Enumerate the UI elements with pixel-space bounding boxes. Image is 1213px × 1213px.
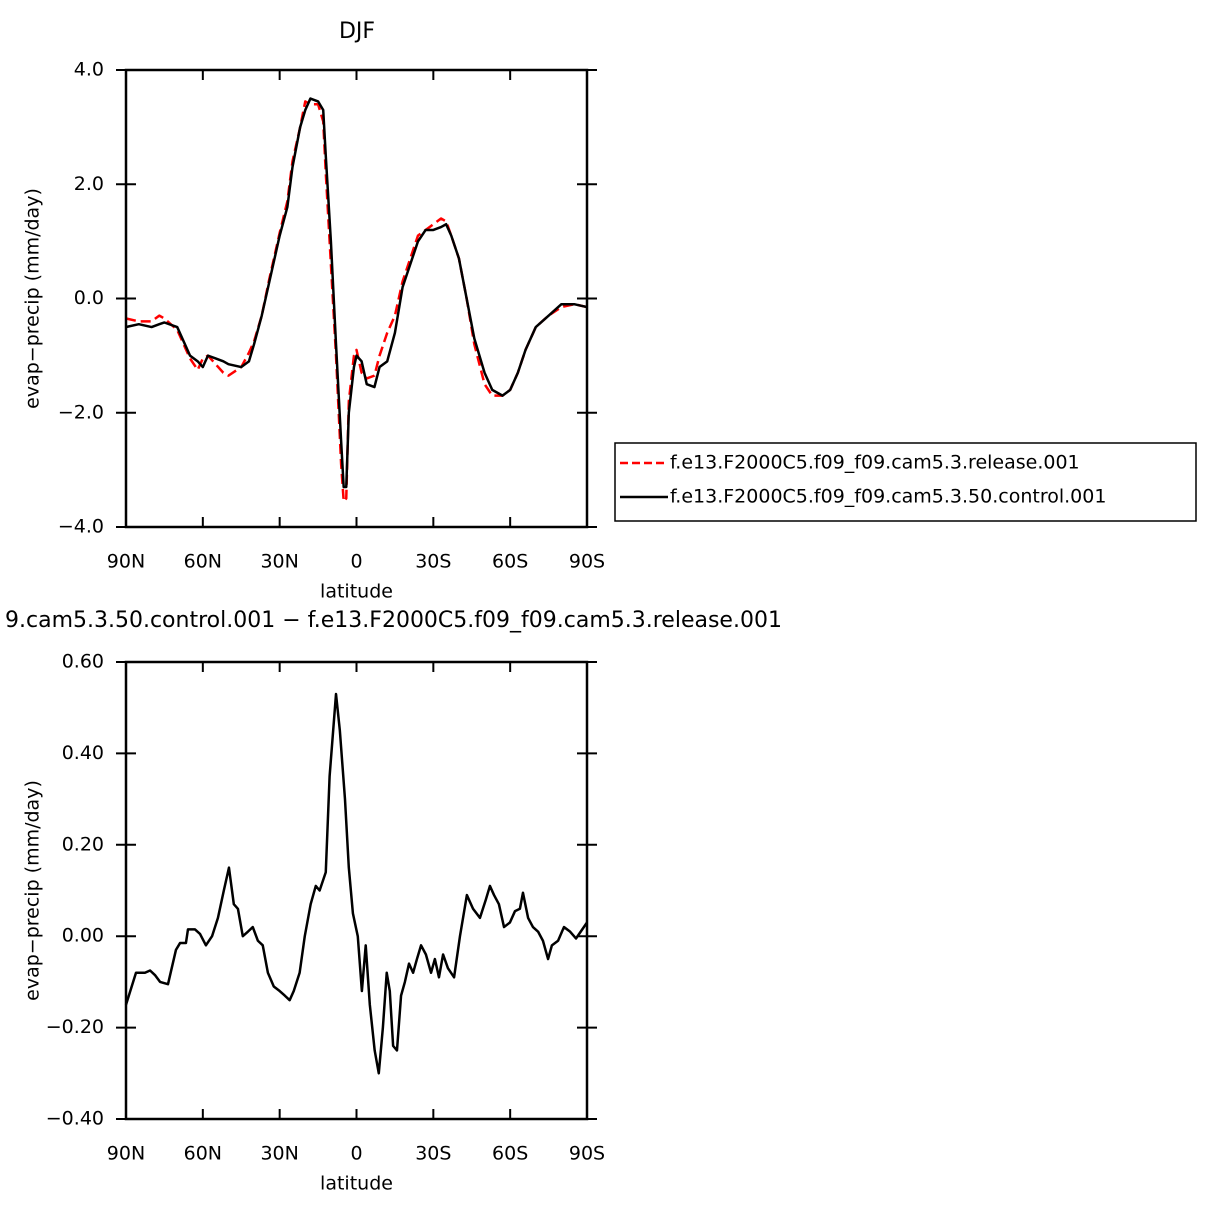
y-tick-label: 0.0 xyxy=(74,287,104,309)
x-tick-label: 30S xyxy=(415,551,451,573)
x-tick-label: 90S xyxy=(569,551,605,573)
plot-frame xyxy=(124,68,589,529)
x-tick-label: 30S xyxy=(415,1143,451,1165)
y-tick-label: 0.00 xyxy=(62,925,104,947)
x-tick-label: 60S xyxy=(492,1143,528,1165)
y-tick-label: 4.0 xyxy=(74,59,104,81)
series-line xyxy=(125,97,588,489)
legend-label: f.e13.F2000C5.f09_f09.cam5.3.release.001 xyxy=(670,452,1080,474)
y-tick-label: −0.20 xyxy=(46,1016,104,1038)
chart-title: 9.cam5.3.50.control.001 − f.e13.F2000C5.… xyxy=(5,608,782,633)
series-line xyxy=(125,100,588,503)
series-line xyxy=(124,692,589,1075)
x-tick-label: 90N xyxy=(107,551,145,573)
y-tick-label: 0.20 xyxy=(62,833,104,855)
y-tick-label: −2.0 xyxy=(58,401,104,423)
legend-box xyxy=(614,442,1197,522)
plot-frame xyxy=(124,660,589,1121)
y-axis-label: evap−precip (mm/day) xyxy=(22,188,44,409)
y-axis-label: evap−precip (mm/day) xyxy=(22,780,44,1001)
x-tick-label: 90S xyxy=(569,1143,605,1165)
y-tick-label: 2.0 xyxy=(74,173,104,195)
y-tick-label: −4.0 xyxy=(58,516,104,538)
x-tick-label: 30N xyxy=(260,1143,298,1165)
x-axis-label: latitude xyxy=(320,581,393,603)
chart-title: DJF xyxy=(339,19,375,44)
y-tick-label: −0.40 xyxy=(46,1108,104,1130)
x-axis-label: latitude xyxy=(320,1173,393,1195)
y-tick-label: 0.60 xyxy=(62,651,104,673)
x-tick-label: 60N xyxy=(184,1143,222,1165)
x-tick-label: 60N xyxy=(184,551,222,573)
legend-label: f.e13.F2000C5.f09_f09.cam5.3.50.control.… xyxy=(670,486,1106,508)
x-tick-label: 60S xyxy=(492,551,528,573)
x-tick-label: 30N xyxy=(260,551,298,573)
x-tick-label: 0 xyxy=(350,551,362,573)
x-tick-label: 90N xyxy=(107,1143,145,1165)
x-tick-label: 0 xyxy=(350,1143,362,1165)
y-tick-label: 0.40 xyxy=(62,742,104,764)
